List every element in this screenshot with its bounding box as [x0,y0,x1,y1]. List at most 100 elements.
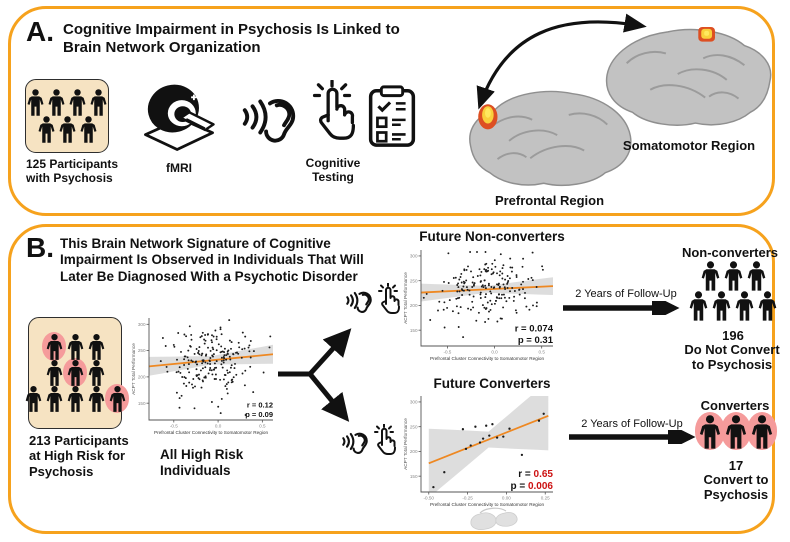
chart-all-high-risk-title: All High Risk Individuals [160,447,244,478]
person-icon [66,386,85,412]
checklist-icon [368,85,416,147]
person-icon [66,334,85,360]
fmri-label: fMRI [166,161,192,175]
svg-text:p = 0.09: p = 0.09 [245,410,273,419]
svg-text:p = 0.31: p = 0.31 [518,335,554,346]
svg-text:r = 0.65: r = 0.65 [518,469,553,480]
svg-text:ACPT Total Performance: ACPT Total Performance [403,418,408,470]
high-risk-caption: 213 Participants at High Risk for Psycho… [29,433,129,479]
svg-text:250: 250 [410,424,418,429]
chart-nonconverters: 150 200 250 300 -0.5 0.0 0.5 ACPT Total Perform… [400,244,558,371]
svg-text:150: 150 [410,474,418,479]
branch-arrows [278,328,352,422]
svg-text:250: 250 [138,348,146,353]
svg-text:-0.5: -0.5 [170,424,178,429]
prefrontal-region-label: Prefrontal Region [494,193,605,208]
participants-a-caption: 125 Participants with Psychosis [26,157,119,186]
svg-text:300: 300 [410,254,418,259]
person-icon [734,291,755,321]
person-icon [62,357,88,387]
person-icon [26,89,45,116]
converters-caption: Convert to Psychosis [703,472,769,503]
person-icon [700,261,721,291]
nonconverters-count: 196 [722,328,744,343]
svg-text:0.5: 0.5 [259,424,266,429]
svg-text:Prefrontal Cluster Connectivit: Prefrontal Cluster Connectivity to Somat… [154,430,269,435]
panel-a-title: Cognitive Impairment in Psychosis Is Lin… [63,21,400,57]
svg-text:0.5: 0.5 [538,350,545,355]
svg-text:ACPT Total Performance: ACPT Total Performance [131,343,136,395]
ear-icon-top [346,291,372,313]
svg-text:250: 250 [410,278,418,283]
person-icon [24,386,43,412]
panel-b-letter: B. [26,232,54,263]
person-icon [41,331,67,361]
fmri-scanner-icon [144,84,215,151]
converters-count: 17 [728,458,744,473]
person-icon [723,261,744,291]
followup-bottom-arrow [569,430,696,444]
svg-text:0.25: 0.25 [541,496,550,501]
svg-text:300: 300 [410,400,418,405]
panel-b-title: This Brain Network Signature of Cognitiv… [60,236,364,284]
nonconverters-people [688,261,778,321]
person-icon [746,261,767,291]
person-icon [47,89,66,116]
scatter-plot: 150 200 250 300 -0.5 0.0 0.5 ACPT Total Perform… [131,318,273,435]
svg-text:r = 0.074: r = 0.074 [515,324,554,335]
person-icon [87,386,106,412]
scatter-plot: 150 200 250 300 -0.5 0.0 0.5 ACPT Total Perform… [403,250,554,361]
person-icon [37,116,56,143]
mini-brains-icon [470,507,518,531]
ear-icon-bottom [342,432,368,454]
nonconverters-group-title: Non-converters [681,245,779,260]
somatomotor-region-label: Somatomotor Region [622,138,756,153]
person-icon [757,291,778,321]
connectivity-arrow [476,13,647,110]
person-icon [58,116,77,143]
person-icon [104,383,130,413]
svg-text:300: 300 [138,322,146,327]
followup-top-label: 2 Years of Follow-Up [575,288,677,300]
person-icon [68,89,87,116]
svg-text:0.0: 0.0 [491,350,498,355]
chart-converters-title: Future Converters [433,376,551,391]
svg-text:0.00: 0.00 [502,496,511,501]
nonconverters-caption: Do Not Convert to Psychosis [684,342,780,373]
svg-text:p = 0.006: p = 0.006 [510,481,553,492]
svg-text:-0.5: -0.5 [443,350,451,355]
person-icon [688,291,709,321]
person-icon [89,89,108,116]
participants-a-people [26,89,108,143]
converters-group-title: Converters [700,398,770,413]
high-risk-box [25,317,130,429]
svg-text:0.0: 0.0 [215,424,222,429]
high-risk-people [25,331,130,413]
svg-text:Prefrontal Cluster Connectivit: Prefrontal Cluster Connectivity to Somat… [430,356,545,361]
svg-text:150: 150 [138,401,146,406]
svg-text:200: 200 [138,374,146,379]
person-icon [746,412,778,451]
person-icon [720,412,752,451]
svg-text:ACPT Total Performance: ACPT Total Performance [403,272,408,324]
person-icon [694,412,726,451]
chart-converters: 150 200 250 300 -0.50 -0.25 0.00 0.25 ACPT Total… [400,390,558,517]
person-icon [87,334,106,360]
person-icon [711,291,732,321]
person-icon [79,116,98,143]
tap-hand-icon [312,80,356,140]
person-icon [45,360,64,386]
svg-text:r = 0.12: r = 0.12 [247,401,273,410]
brain-somatomotor [605,26,772,126]
followup-bottom-label: 2 Years of Follow-Up [581,418,683,430]
chart-nonconverters-title: Future Non-converters [419,229,565,244]
tap-hand-icon-top [378,283,400,314]
ear-icon [242,99,296,143]
panel-a-letter: A. [26,16,54,47]
participants-box-a [25,79,109,153]
panel-b [8,224,775,534]
followup-top-arrow [563,301,680,315]
svg-text:Prefrontal Cluster Connectivit: Prefrontal Cluster Connectivity to Somat… [430,502,545,507]
svg-text:200: 200 [410,449,418,454]
